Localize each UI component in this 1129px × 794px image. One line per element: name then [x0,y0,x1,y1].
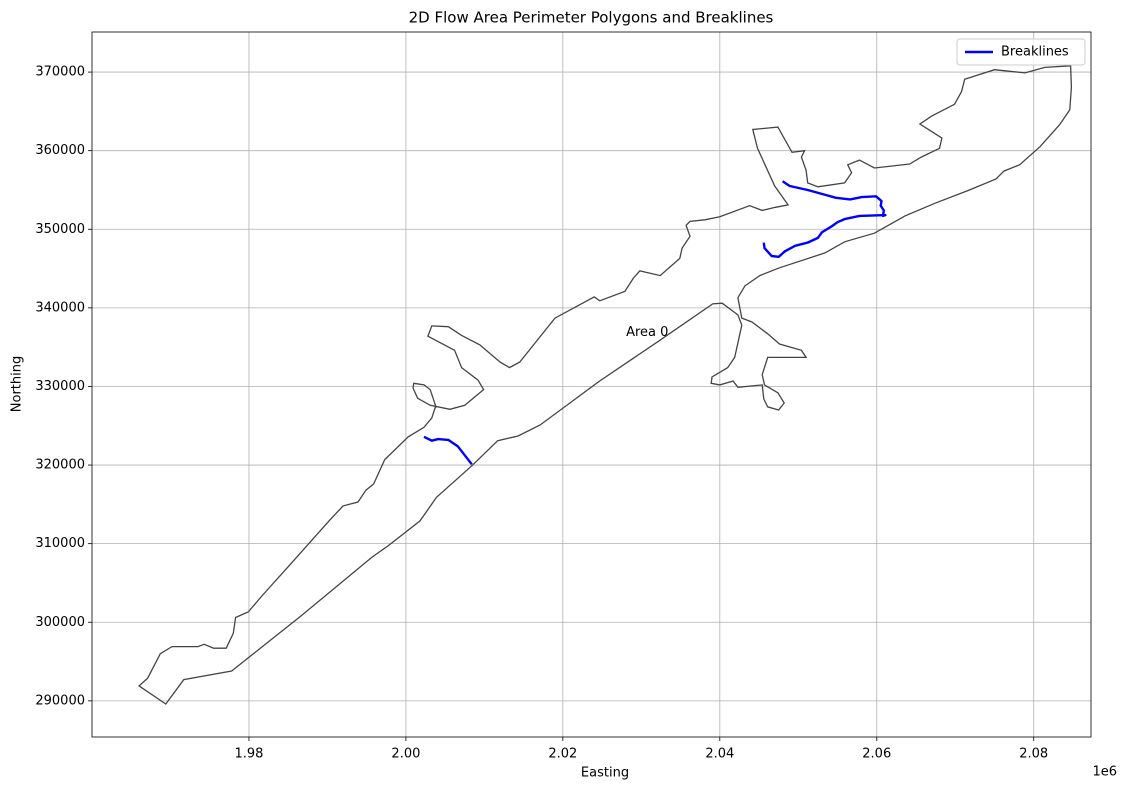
y-tick-label: 340000 [35,300,85,315]
legend-box [956,38,1086,66]
x-tick-label: 2.08 [1019,747,1048,762]
y-axis-label: Northing [10,356,25,412]
x-tick-label: 2.04 [705,747,734,762]
x-axis-label: Easting [581,766,629,781]
x-tick-label: 2.00 [391,747,420,762]
x-offset-text: 1e6 [1092,765,1117,780]
y-tick-label: 330000 [35,379,85,394]
y-tick-label: 370000 [35,65,85,80]
chart-title: 2D Flow Area Perimeter Polygons and Brea… [409,9,774,27]
y-tick-label: 350000 [35,222,85,237]
legend-label: Breaklines [1001,45,1069,60]
y-tick-label: 360000 [35,143,85,158]
polygon-label: Area 0 [626,325,668,340]
breakline [423,180,887,466]
y-tick-label: 310000 [35,536,85,551]
plot-frame [91,31,1092,738]
y-tick-label: 300000 [35,615,85,630]
y-tick-label: 290000 [35,693,85,708]
y-tick-label: 320000 [35,458,85,473]
x-tick-label: 2.06 [862,747,891,762]
x-tick-label: 1.98 [234,747,263,762]
x-tick-label: 2.02 [548,747,577,762]
perimeter-polygon [138,65,1073,705]
